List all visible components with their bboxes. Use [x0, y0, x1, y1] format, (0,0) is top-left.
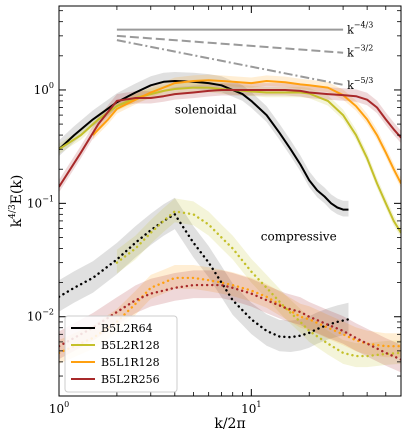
annotations: solenoidal compressive [175, 102, 337, 243]
legend-label-b5l2r256: B5L2R256 [101, 373, 160, 386]
b5l2r64-compressive-band [59, 197, 349, 352]
legend-label-b5l1r128: B5L1R128 [101, 356, 160, 369]
y-axis-label-group: k4/3E(k) [8, 175, 25, 228]
legend-label-b5l2r64: B5L2R64 [101, 322, 153, 335]
b5l2r64-solenoidal-line [59, 80, 349, 211]
b5l2r256-solenoidal-band [59, 83, 401, 193]
annotation-compressive: compressive [261, 230, 337, 244]
legend-label-b5l2r128: B5L2R128 [101, 339, 160, 352]
reference-line-3 [116, 39, 344, 86]
series-lines [59, 79, 401, 361]
b5l2r64-compressive-line [59, 213, 350, 339]
b5l2r64-solenoidal-band [59, 72, 349, 217]
x-axis-label: k/2π [214, 416, 245, 432]
b5l2r128-compressive-band [116, 198, 401, 368]
x-tick-label: 101 [241, 400, 261, 416]
b5l2r256-compressive-line [59, 283, 401, 361]
b5l2r256-solenoidal-line [59, 89, 401, 188]
legend-box [64, 315, 178, 393]
b5l1r128-compressive-line [59, 276, 401, 355]
b5l1r128-compressive-band [59, 265, 401, 364]
reference-slopes: k−4/3k−3/2k−5/3 [116, 21, 373, 92]
legend: B5L2R64 B5L2R128 B5L1R128 B5L2R256 [64, 315, 178, 393]
annotation-solenoidal: solenoidal [175, 102, 237, 116]
b5l2r256-compressive-band [59, 270, 401, 373]
uncertainty-bands [59, 72, 401, 373]
y-axis-label: k4/3E(k) [8, 175, 25, 228]
b5l1r128-solenoidal-line [92, 79, 401, 184]
reference-line-2 [116, 34, 344, 54]
plot-frame [58, 5, 402, 397]
b5l2r128-compressive-line [115, 210, 401, 358]
